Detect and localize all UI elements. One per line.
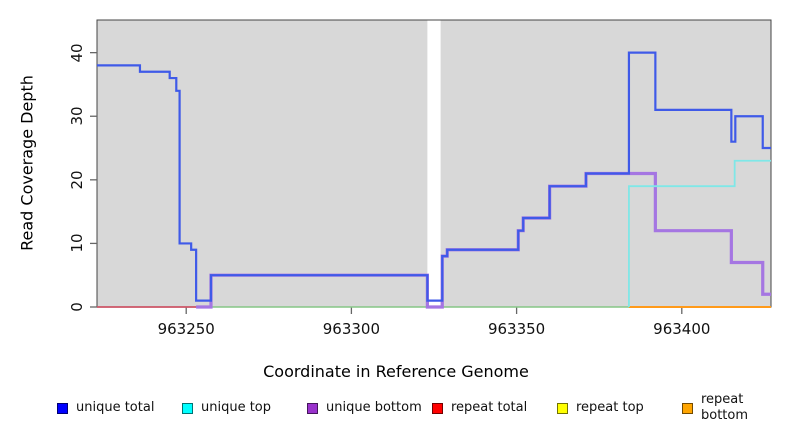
- legend-item-repeat-top: repeat top: [557, 400, 644, 416]
- legend: unique total unique top unique bottom repea…: [0, 392, 792, 423]
- legend-swatch: [182, 402, 193, 414]
- legend-item-unique-total: unique total: [57, 400, 154, 416]
- legend-swatch: [307, 402, 318, 414]
- legend-label: unique top: [201, 400, 272, 415]
- legend-swatch: [57, 402, 68, 414]
- x-axis-title: Coordinate in Reference Genome: [263, 362, 529, 381]
- series-unique-total: [97, 51, 771, 302]
- y-tick-label: 30: [68, 106, 86, 126]
- legend-label: repeat top: [576, 400, 644, 415]
- y-tick-label: 20: [68, 170, 86, 190]
- series-unique-top: [628, 159, 771, 307]
- legend-swatch: [557, 402, 568, 414]
- x-tick-label: 963250: [157, 320, 215, 338]
- y-tick-label: 40: [68, 43, 86, 63]
- y-tick-label: 10: [68, 233, 86, 253]
- legend-swatch: [682, 402, 693, 414]
- legend-item-unique-top: unique top: [182, 400, 271, 416]
- x-tick-label: 963300: [322, 320, 381, 338]
- x-tick-label: 963350: [487, 320, 546, 338]
- legend-item-repeat-bottom: repeat bottom: [682, 392, 792, 423]
- legend-item-repeat-total: repeat total: [432, 400, 527, 416]
- legend-label: repeat bottom: [701, 392, 749, 423]
- x-tick-label: 963400: [653, 320, 711, 338]
- legend-item-unique-bottom: unique bottom: [307, 400, 422, 416]
- y-axis-title: Read Coverage Depth: [17, 75, 37, 251]
- legend-label: unique total: [76, 400, 155, 415]
- legend-swatch: [432, 402, 443, 414]
- masked-region: [427, 19, 441, 308]
- legend-label: unique bottom: [326, 400, 422, 415]
- legend-label: repeat total: [451, 400, 528, 415]
- y-tick-label: 0: [68, 302, 86, 312]
